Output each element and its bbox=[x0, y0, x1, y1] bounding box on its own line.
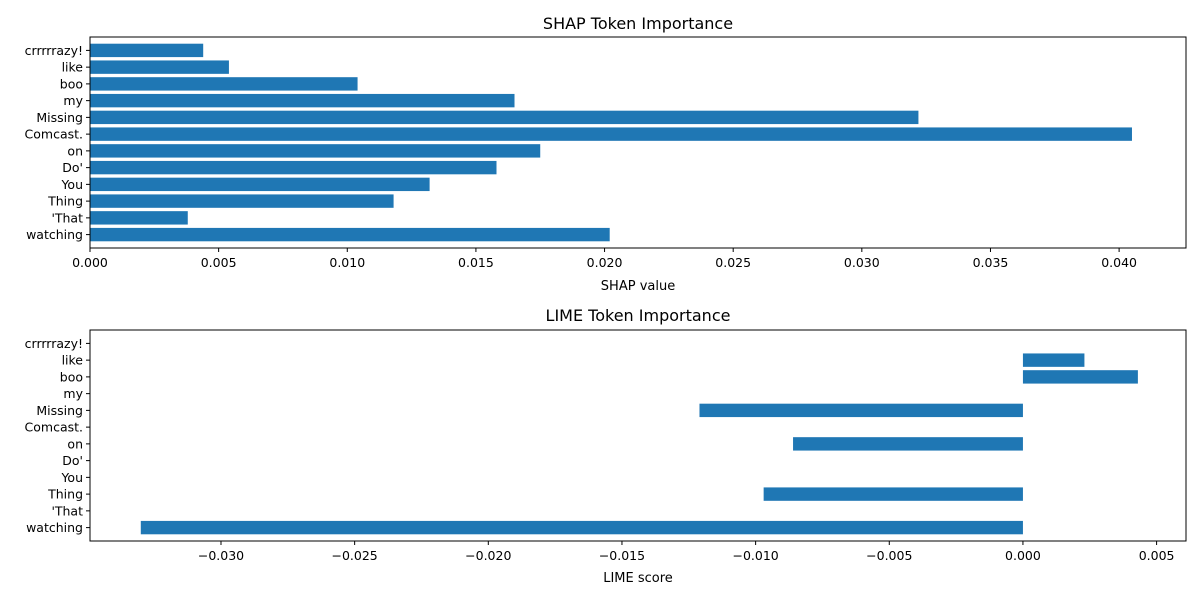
shap-chart-title: SHAP Token Importance bbox=[543, 14, 733, 33]
shap-x-axis-label: SHAP value bbox=[601, 279, 675, 294]
shap-bar bbox=[90, 43, 204, 58]
lime-y-tick-label: crrrrrazy! bbox=[25, 336, 83, 351]
lime-bar bbox=[793, 437, 1023, 451]
lime-x-axis-label: LIME score bbox=[603, 571, 673, 586]
lime-y-tick-label: watching bbox=[26, 520, 83, 535]
shap-x-tick-label: 0.000 bbox=[72, 255, 108, 270]
shap-x-tick-label: 0.035 bbox=[973, 255, 1009, 270]
shap-y-tick-label: crrrrrazy! bbox=[25, 43, 83, 58]
lime-bar bbox=[1022, 353, 1085, 367]
shap-x-tick-label: 0.040 bbox=[1101, 255, 1137, 270]
lime-y-tick-label: like bbox=[62, 353, 84, 368]
shap-x-tick-label: 0.015 bbox=[458, 255, 494, 270]
shap-bar bbox=[90, 127, 1132, 141]
shap-bar bbox=[90, 177, 430, 192]
lime-y-tick-label: boo bbox=[60, 369, 83, 384]
lime-panel: LIME Token Importance LIME score crrrrra… bbox=[25, 306, 1187, 586]
shap-y-tick-label: Missing bbox=[36, 110, 83, 125]
lime-chart-title: LIME Token Importance bbox=[546, 306, 731, 325]
shap-y-tick-label: Comcast. bbox=[25, 127, 83, 142]
shap-panel: SHAP Token Importance SHAP value crrrrra… bbox=[25, 14, 1187, 294]
shap-plot-frame bbox=[89, 36, 1187, 249]
lime-plot-frame bbox=[89, 329, 1187, 542]
lime-x-tick-label: −0.005 bbox=[866, 548, 912, 563]
shap-y-tick-label: watching bbox=[26, 227, 83, 242]
lime-y-tick-label: my bbox=[63, 386, 83, 401]
shap-x-tick-label: 0.010 bbox=[329, 255, 365, 270]
shap-bar bbox=[90, 77, 358, 91]
lime-x-tick-label: −0.030 bbox=[198, 548, 244, 563]
shap-x-tick-label: 0.005 bbox=[201, 255, 237, 270]
lime-x-tick-label: −0.025 bbox=[332, 548, 378, 563]
shap-x-tick-label: 0.030 bbox=[844, 255, 880, 270]
lime-x-tick-label: −0.020 bbox=[465, 548, 511, 563]
shap-bar bbox=[90, 194, 394, 208]
shap-y-tick-label: my bbox=[63, 93, 83, 108]
lime-x-tick-label: −0.010 bbox=[732, 548, 778, 563]
shap-y-tick-label: You bbox=[60, 177, 83, 192]
lime-bar bbox=[140, 520, 1023, 535]
lime-x-tick-label: −0.015 bbox=[599, 548, 645, 563]
lime-y-tick-label: Comcast. bbox=[25, 420, 83, 435]
shap-x-tick-label: 0.020 bbox=[587, 255, 623, 270]
lime-y-tick-label: 'That bbox=[51, 503, 83, 518]
shap-bar bbox=[90, 227, 610, 242]
lime-y-tick-label: You bbox=[60, 470, 83, 485]
shap-y-tick-label: Thing bbox=[47, 194, 83, 209]
shap-bar bbox=[90, 93, 515, 108]
lime-bar bbox=[1022, 370, 1138, 384]
shap-bar bbox=[90, 144, 541, 158]
lime-y-tick-label: Do' bbox=[62, 453, 83, 468]
shap-y-tick-label: like bbox=[62, 60, 84, 75]
shap-bar bbox=[90, 60, 229, 74]
lime-x-tick-label: 0.000 bbox=[1005, 548, 1041, 563]
shap-y-tick-label: Do' bbox=[62, 160, 83, 175]
shap-bar bbox=[90, 160, 497, 175]
lime-bar bbox=[699, 403, 1023, 418]
shap-bar bbox=[90, 211, 188, 225]
lime-y-tick-label: Thing bbox=[47, 487, 83, 502]
shap-y-tick-label: on bbox=[67, 143, 83, 158]
lime-y-tick-label: on bbox=[67, 436, 83, 451]
lime-y-tick-label: Missing bbox=[36, 403, 83, 418]
shap-bar bbox=[90, 110, 919, 125]
shap-y-tick-label: boo bbox=[60, 76, 83, 91]
shap-x-tick-label: 0.025 bbox=[715, 255, 751, 270]
lime-bar bbox=[763, 487, 1023, 501]
lime-x-tick-label: 0.005 bbox=[1139, 548, 1175, 563]
shap-y-tick-label: 'That bbox=[51, 210, 83, 225]
